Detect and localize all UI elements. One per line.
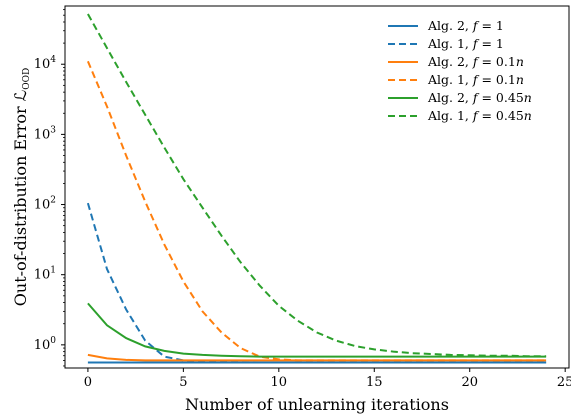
x-tick-label-10: 10 [271,375,288,390]
y-tick-label-2: 102 [34,196,56,213]
series-line-6 [87,13,547,358]
x-tick-label-0: 0 [84,375,92,390]
series-line-5 [87,302,547,358]
y-tick-label-0: 100 [34,336,57,353]
y-tick-label-4: 104 [34,55,57,72]
y-axis-label-main: Out-of-distribution Error ℒ [11,90,30,306]
ticks-layer: 0 5 10 15 20 25 100 101 102 103 104 [34,9,571,390]
legend-label-5: Alg. 2, f = 0.45n [427,90,532,105]
legend-label-1: Alg. 2, f = 1 [427,18,504,33]
series-line-4 [86,60,547,362]
legend-label-3: Alg. 2, f = 0.1n [427,54,524,69]
y-tick-label-3: 103 [34,125,57,142]
x-tick-label-15: 15 [366,375,383,390]
series-layer [86,13,547,364]
x-tick-label-5: 5 [179,375,187,390]
y-axis-label-subscript: OOD [22,68,32,90]
plot-frame [64,5,570,369]
y-axis-label: Out-of-distribution Error ℒOOD [11,68,32,306]
legend-label-2: Alg. 1, f = 1 [427,36,504,51]
legend-label-6: Alg. 1, f = 0.45n [427,108,532,123]
legend-label-4: Alg. 1, f = 0.1n [427,72,524,87]
y-tick-label-1: 101 [34,266,56,283]
x-tick-label-20: 20 [461,375,478,390]
x-axis-label: Number of unlearning iterations [185,395,449,414]
legend: Alg. 2, f = 1 Alg. 1, f = 1 Alg. 2, f = 0.… [388,18,532,123]
x-tick-label-25: 25 [557,375,571,390]
